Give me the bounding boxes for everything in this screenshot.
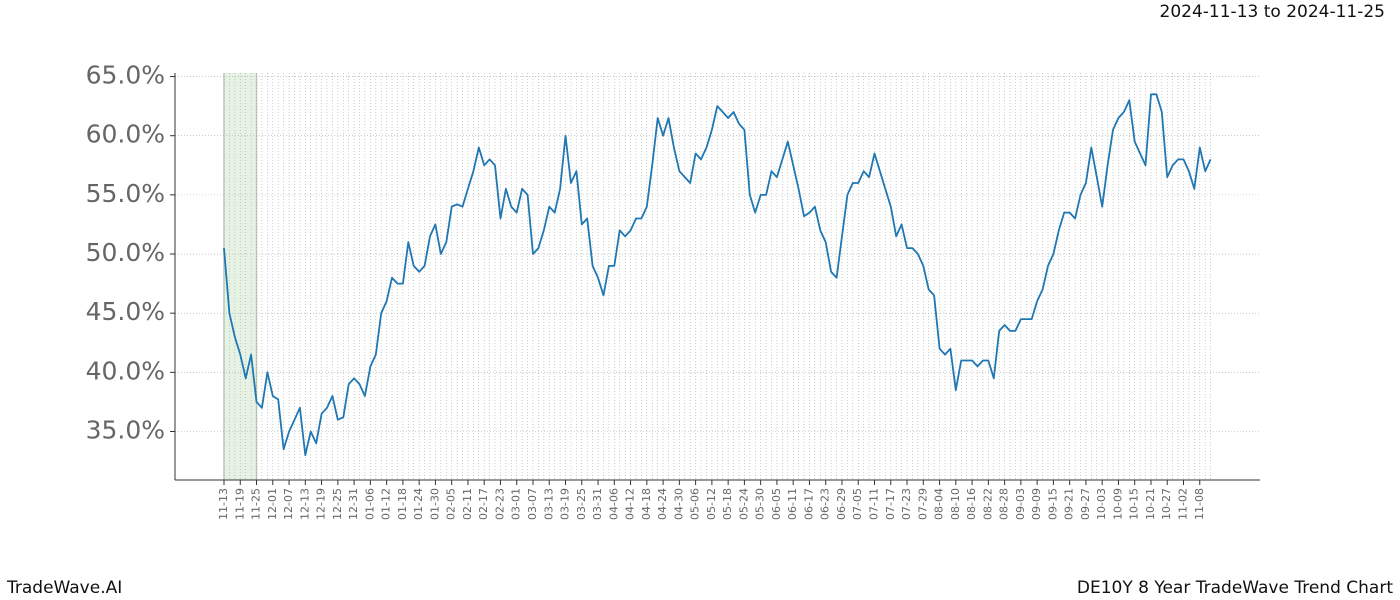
y-tick-label: 50.0% — [86, 238, 165, 267]
date-range: 2024-11-13 to 2024-11-25 — [1160, 2, 1385, 22]
x-tick-label: 11-25 — [250, 488, 263, 520]
x-tick-label: 11-13 — [217, 488, 230, 520]
x-tick-label: 01-18 — [396, 488, 409, 520]
x-tick-label: 03-19 — [559, 488, 572, 520]
x-tick-label: 06-11 — [786, 488, 799, 520]
x-tick-label: 01-24 — [412, 488, 425, 520]
x-tick-label: 11-08 — [1193, 488, 1206, 520]
x-tick-label: 07-05 — [851, 488, 864, 520]
x-tick-label: 02-11 — [461, 488, 474, 520]
chart-title: DE10Y 8 Year TradeWave Trend Chart — [1077, 578, 1393, 598]
x-tick-label: 06-23 — [819, 488, 832, 520]
x-tick-label: 07-29 — [916, 488, 929, 520]
y-tick-label: 40.0% — [86, 356, 165, 385]
x-tick-label: 05-24 — [737, 488, 750, 520]
x-tick-label: 03-01 — [510, 488, 523, 520]
x-tick-label: 12-13 — [298, 488, 311, 520]
y-tick-label: 65.0% — [86, 61, 165, 90]
x-tick-label: 11-02 — [1176, 488, 1189, 520]
x-tick-label: 06-29 — [835, 488, 848, 520]
x-tick-label: 03-31 — [591, 488, 604, 520]
y-tick-label: 55.0% — [86, 179, 165, 208]
x-tick-label: 12-19 — [315, 488, 328, 520]
x-tick-label: 08-28 — [998, 488, 1011, 520]
x-tick-label: 08-10 — [949, 488, 962, 520]
x-tick-label: 08-22 — [981, 488, 994, 520]
x-tick-label: 03-25 — [575, 488, 588, 520]
x-tick-label: 05-12 — [705, 488, 718, 520]
y-tick-label: 35.0% — [86, 415, 165, 444]
x-tick-label: 05-30 — [754, 488, 767, 520]
x-tick-label: 09-03 — [1014, 488, 1027, 520]
x-tick-label: 05-06 — [689, 488, 702, 520]
y-tick-label: 45.0% — [86, 297, 165, 326]
x-tick-label: 12-07 — [282, 488, 295, 520]
x-tick-label: 04-24 — [656, 488, 669, 520]
x-tick-label: 10-03 — [1095, 488, 1108, 520]
x-tick-label: 09-21 — [1063, 488, 1076, 520]
x-tick-label: 06-17 — [802, 488, 815, 520]
x-tick-label: 02-05 — [445, 488, 458, 520]
x-tick-label: 09-09 — [1030, 488, 1043, 520]
x-tick-label: 07-17 — [884, 488, 897, 520]
x-tick-label: 09-15 — [1046, 488, 1059, 520]
x-tick-label: 06-05 — [770, 488, 783, 520]
x-tick-label: 07-11 — [868, 488, 881, 520]
x-tick-label: 12-25 — [331, 488, 344, 520]
x-tick-label: 10-09 — [1111, 488, 1124, 520]
x-tick-label: 01-30 — [428, 488, 441, 520]
x-tick-label: 08-16 — [965, 488, 978, 520]
x-tick-label: 01-06 — [363, 488, 376, 520]
x-tick-label: 03-07 — [526, 488, 539, 520]
x-tick-label: 02-17 — [477, 488, 490, 520]
x-tick-label: 04-30 — [672, 488, 685, 520]
x-tick-label: 04-12 — [624, 488, 637, 520]
y-tick-label: 60.0% — [86, 120, 165, 149]
x-tick-label: 04-18 — [640, 488, 653, 520]
x-tick-label: 01-12 — [380, 488, 393, 520]
x-tick-label: 10-27 — [1160, 488, 1173, 520]
x-tick-label: 10-21 — [1144, 488, 1157, 520]
line-series — [223, 93, 1212, 457]
x-tick-label: 12-31 — [347, 488, 360, 520]
x-tick-label: 11-19 — [233, 488, 246, 520]
x-tick-label: 12-01 — [266, 488, 279, 520]
brand: TradeWave.AI — [6, 578, 122, 598]
x-tick-label: 03-13 — [542, 488, 555, 520]
x-tick-label: 08-04 — [933, 488, 946, 520]
x-tick-label: 07-23 — [900, 488, 913, 520]
x-tick-label: 05-18 — [721, 488, 734, 520]
x-tick-label: 10-15 — [1128, 488, 1141, 520]
x-tick-label: 09-27 — [1079, 488, 1092, 520]
x-tick-label: 04-06 — [607, 488, 620, 520]
x-tick-label: 02-23 — [493, 488, 506, 520]
